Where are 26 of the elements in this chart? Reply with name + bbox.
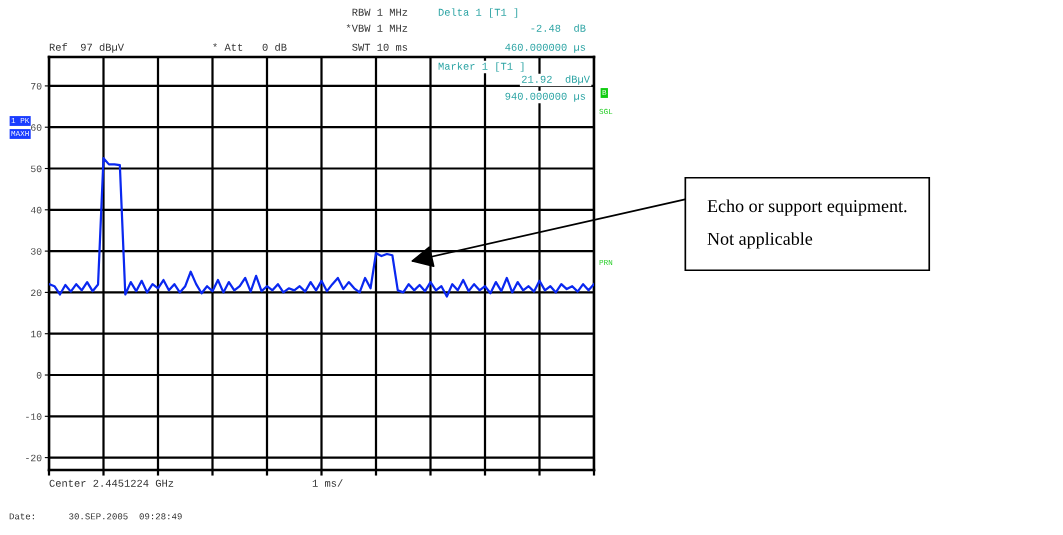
text: RBW 1 MHz	[352, 8, 408, 16]
text: *VBW 1 MHz	[346, 24, 408, 32]
y-tick-label: 20	[31, 289, 42, 297]
text: Ref 97 dBµV	[49, 43, 124, 53]
y-tick-label: -20	[26, 454, 42, 462]
text: -2.48 dB	[531, 24, 586, 32]
y-tick-label: 50	[30, 165, 42, 173]
annotation: Marker 1 [T1 ]	[438, 62, 524, 72]
text: * Att 0 dB	[213, 43, 287, 51]
y-tick-label: 40	[30, 206, 42, 214]
y-tick-label: 30	[30, 248, 42, 255]
y-tick-label: 10	[31, 330, 42, 338]
annotation: 21.92 dBµV	[521, 75, 590, 85]
text: SWT 10 ms	[352, 43, 408, 51]
text: Delta 1 [T1 ]	[438, 8, 518, 18]
y-tick-label: 0	[36, 372, 42, 379]
text: Center 2.4451224 GHz	[49, 479, 174, 487]
annotation: 940.000000 µs	[505, 92, 586, 102]
text: 1 ms/	[312, 479, 343, 487]
y-tick-label: 60	[31, 124, 42, 131]
text: Date: 30.SEP.2005 09:28:49	[9, 513, 182, 520]
y-tick-label: 70	[31, 82, 42, 90]
y-tick-label: -10	[26, 413, 42, 420]
text: Echo or support equipment. Not applicable	[707, 199, 907, 249]
line-series	[49, 157, 594, 298]
text: 460.000000 µs	[505, 43, 586, 53]
